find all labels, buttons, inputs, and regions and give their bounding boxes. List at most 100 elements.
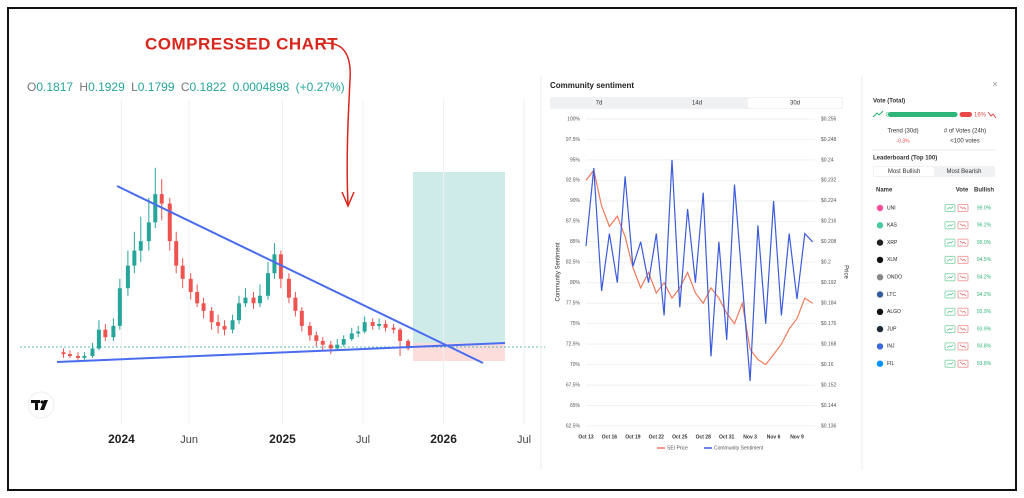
bullish-value: 93.9%	[977, 326, 992, 332]
candle-body	[159, 194, 164, 204]
vote-up-icon	[946, 361, 954, 366]
y2-tick-label: $0.184	[821, 301, 837, 307]
candle-body	[391, 327, 396, 330]
coin-icon	[876, 239, 884, 246]
candle-body	[286, 278, 291, 298]
y-tick-label: 75%	[570, 321, 581, 327]
candle-body	[61, 352, 66, 355]
y-tick-label: 77.5%	[566, 301, 581, 307]
leaderboard-title: Leaderboard (Top 100)	[873, 156, 937, 162]
legend-label: Community Sentiment	[714, 445, 764, 451]
arrow-head	[341, 191, 355, 208]
down-icon	[987, 111, 997, 119]
candle-body	[103, 329, 108, 338]
close-button[interactable]: ×	[992, 80, 998, 91]
y2-tick-label: $0.224	[821, 198, 837, 204]
x-tick-label: Jul	[356, 434, 370, 446]
coin-icon	[876, 360, 884, 367]
y-tick-label: 80%	[570, 280, 581, 286]
vote-down-icon	[959, 292, 967, 297]
change: 0.0004898	[233, 80, 290, 94]
votes-label: # of Votes (24h)	[944, 129, 986, 135]
candle-body	[167, 203, 172, 242]
candle-body	[320, 340, 325, 345]
coin-name: INJ	[887, 344, 895, 350]
x-tick-label: 2024	[108, 432, 135, 446]
candle-body	[230, 320, 235, 330]
bullish-value: 96.2%	[977, 223, 992, 229]
bullish-value: 93.9%	[977, 309, 992, 315]
y2-tick-label: $0.176	[821, 321, 837, 327]
candle-body	[90, 348, 95, 356]
y-tick-label: 70%	[570, 362, 581, 368]
vote-up-icon	[946, 206, 954, 210]
candle-body	[146, 222, 151, 242]
candle-body	[293, 297, 298, 311]
candle-body	[180, 265, 185, 279]
y-tick-label: 100%	[567, 116, 580, 122]
vote-down-icon	[959, 223, 967, 228]
change-pct: (+0.27%)	[296, 80, 345, 94]
bearish-pct: 16%	[974, 113, 987, 119]
coin-name: ONDO	[887, 275, 902, 281]
candle-body	[257, 295, 262, 304]
y-tick-label: 72.5%	[566, 341, 581, 347]
vote-up-icon	[946, 240, 954, 245]
y2-tick-label: $0.136	[821, 423, 837, 429]
tv-logo	[27, 391, 55, 419]
tab[interactable]: 14d	[692, 101, 702, 107]
y2-tick-label: $0.168	[821, 341, 837, 347]
bullish-value: 99.0%	[977, 205, 992, 211]
x-tick-label: Nov 9	[790, 434, 804, 440]
coin-icon	[876, 222, 884, 229]
tab[interactable]: 30d	[790, 101, 800, 107]
candle-body	[383, 324, 388, 328]
bullish-value: 94.5%	[977, 257, 992, 263]
y-axis-title: Community Sentiment	[556, 242, 562, 301]
y2-tick-label: $0.248	[821, 137, 837, 143]
x-tick-label: Oct 31	[719, 434, 735, 440]
upper-trendline	[116, 185, 484, 364]
x-tick-label: Nov 6	[767, 434, 781, 440]
lb-tab[interactable]: Most Bullish	[888, 169, 920, 175]
candle-body	[349, 333, 354, 340]
annotation-arrow	[317, 42, 351, 206]
lb-tab[interactable]: Most Bearish	[946, 169, 981, 175]
vote-down-icon	[959, 258, 967, 262]
bearish-bar	[959, 112, 972, 117]
coin-icon	[876, 325, 884, 333]
coin-icon	[876, 308, 884, 315]
coin-name: JUP	[887, 326, 897, 332]
candle-body	[307, 325, 312, 336]
lb-tab-selected	[874, 167, 934, 176]
y-tick-label: 90%	[570, 198, 581, 204]
coin-icon	[876, 204, 884, 212]
vote-up-icon	[946, 258, 954, 262]
leaderboard-rows: UNI 99.0% KAS 96.2% XRP 95.0% XLM 94.5% ONDO 94.2…	[876, 204, 992, 368]
open: 0.1817	[36, 80, 73, 94]
candle-body	[96, 329, 101, 349]
candle-body	[82, 356, 87, 358]
lower-trendline	[56, 342, 506, 363]
x-tick-label: 2026	[430, 432, 457, 446]
candle-body	[174, 241, 179, 266]
candle-body	[335, 344, 340, 349]
y2-tick-label: $0.232	[821, 178, 837, 184]
candle-body	[75, 356, 80, 358]
candle-body	[209, 310, 214, 323]
tab[interactable]: 7d	[596, 101, 603, 107]
candle-body	[406, 340, 411, 349]
candle-body	[188, 278, 193, 292]
y-tick-label: 87.5%	[566, 219, 581, 225]
candle-body	[138, 241, 143, 251]
close: 0.1822	[190, 80, 227, 94]
panel-title: Community sentiment	[550, 81, 634, 90]
coin-name: UNI	[887, 205, 896, 211]
trend-label: Trend (30d)	[887, 129, 918, 135]
x-tick-label: Jun	[180, 434, 198, 446]
y2-tick-label: $0.24	[821, 157, 834, 163]
coin-name: ALGO	[887, 309, 901, 315]
y2-tick-label: $0.208	[821, 239, 837, 245]
